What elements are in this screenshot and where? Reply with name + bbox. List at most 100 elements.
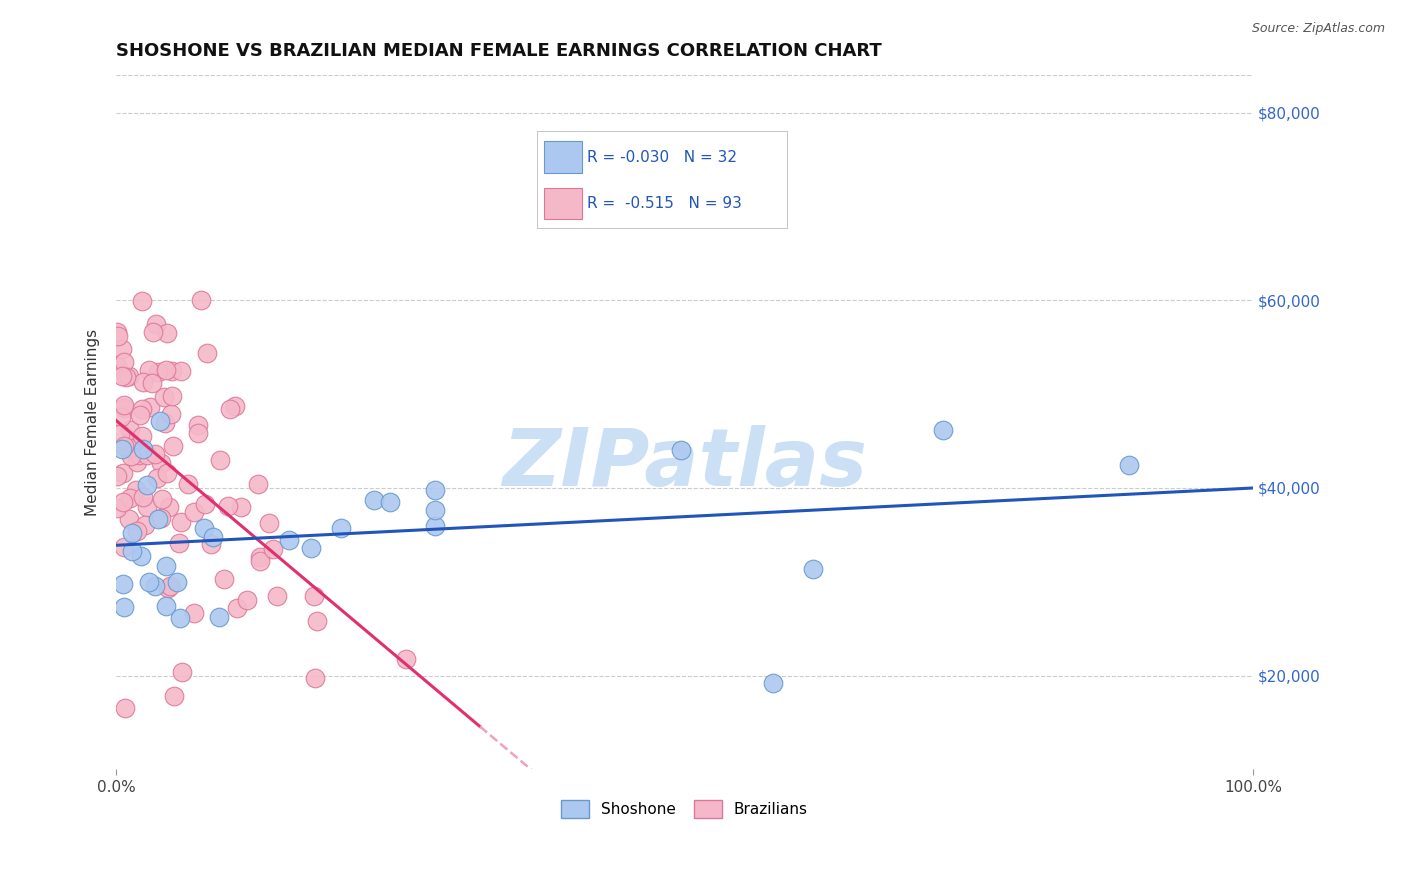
Point xyxy=(112,495,135,509)
Point xyxy=(146,512,169,526)
Point xyxy=(118,369,141,384)
Point xyxy=(150,492,173,507)
Point xyxy=(125,524,148,538)
Point xyxy=(157,581,180,595)
Point xyxy=(156,326,179,340)
Point xyxy=(163,690,186,704)
Point xyxy=(139,400,162,414)
Point xyxy=(160,364,183,378)
Point xyxy=(160,389,183,403)
Point xyxy=(395,652,418,666)
Point xyxy=(118,441,141,455)
Point xyxy=(423,483,446,497)
Point xyxy=(153,416,176,430)
Point xyxy=(131,375,153,389)
Point xyxy=(304,671,326,685)
Point xyxy=(194,497,217,511)
Point xyxy=(249,549,271,564)
Point xyxy=(932,423,955,437)
Point xyxy=(146,471,169,485)
Point xyxy=(121,526,143,541)
Point xyxy=(801,562,824,576)
Point xyxy=(146,365,169,379)
Point xyxy=(121,544,143,558)
Point xyxy=(329,521,352,535)
Point xyxy=(155,559,177,574)
Point xyxy=(134,518,156,533)
Point xyxy=(159,579,181,593)
Point xyxy=(107,359,129,373)
Point xyxy=(249,554,271,568)
Point xyxy=(138,575,160,590)
Point xyxy=(107,501,129,516)
Point xyxy=(162,439,184,453)
Point xyxy=(125,483,148,498)
Point xyxy=(187,426,209,441)
Point xyxy=(302,589,325,603)
Point xyxy=(266,589,288,603)
Point xyxy=(112,439,135,453)
Point xyxy=(111,343,134,357)
Point xyxy=(190,293,212,307)
Point xyxy=(193,521,215,535)
Point xyxy=(378,495,401,509)
Point xyxy=(200,537,222,551)
Point xyxy=(217,499,239,513)
Point xyxy=(132,490,155,504)
Point xyxy=(120,423,142,437)
Point xyxy=(299,541,322,555)
Point xyxy=(135,477,157,491)
Point xyxy=(131,428,153,442)
Text: ZIPatlas: ZIPatlas xyxy=(502,425,868,503)
Point xyxy=(183,505,205,519)
Point xyxy=(145,579,167,593)
Point xyxy=(132,442,155,456)
Point xyxy=(120,491,142,505)
Point xyxy=(224,399,246,413)
Point xyxy=(218,402,240,417)
Point xyxy=(114,700,136,714)
Point xyxy=(129,408,152,422)
Point xyxy=(167,536,190,550)
Legend: Shoshone, Brazilians: Shoshone, Brazilians xyxy=(555,794,814,824)
Point xyxy=(208,610,231,624)
Point xyxy=(120,449,142,463)
Point xyxy=(183,606,205,620)
Point xyxy=(149,414,172,428)
Point xyxy=(112,599,135,614)
Point xyxy=(155,466,177,480)
Point xyxy=(277,533,299,548)
Point xyxy=(762,675,785,690)
Point xyxy=(107,329,129,343)
Point xyxy=(229,500,252,514)
Point xyxy=(131,294,153,309)
Point xyxy=(1118,458,1140,472)
Point xyxy=(307,614,329,628)
Text: Source: ZipAtlas.com: Source: ZipAtlas.com xyxy=(1251,22,1385,36)
Point xyxy=(142,325,165,339)
Point xyxy=(177,477,200,491)
Point xyxy=(159,500,181,514)
Point xyxy=(208,453,231,467)
Point xyxy=(187,418,209,433)
Point xyxy=(423,503,446,517)
Point xyxy=(671,442,693,457)
Point xyxy=(138,363,160,377)
Point xyxy=(150,510,173,524)
Point xyxy=(166,574,188,589)
Point xyxy=(226,601,249,615)
Point xyxy=(155,599,177,613)
Point xyxy=(110,409,132,424)
Point xyxy=(112,541,135,555)
Point xyxy=(118,512,141,526)
Point xyxy=(170,665,193,680)
Point xyxy=(111,442,134,456)
Point xyxy=(145,317,167,331)
Point xyxy=(236,593,259,607)
Y-axis label: Median Female Earnings: Median Female Earnings xyxy=(86,328,100,516)
Point xyxy=(212,572,235,586)
Point xyxy=(143,447,166,461)
Point xyxy=(247,477,270,491)
Point xyxy=(115,370,138,384)
Point xyxy=(131,401,153,416)
